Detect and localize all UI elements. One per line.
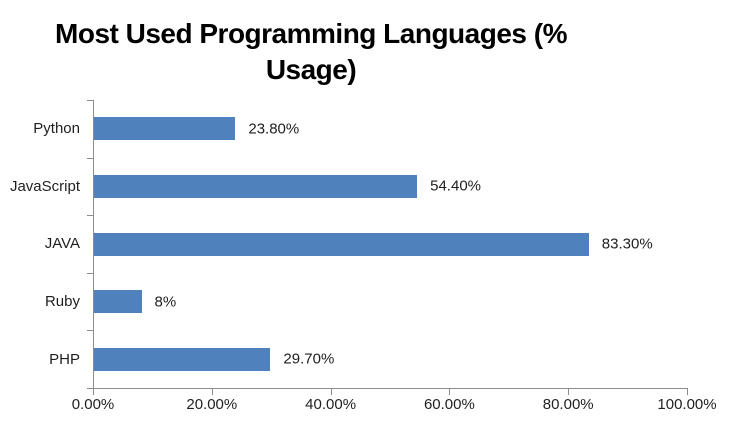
category-label-ruby: Ruby <box>44 293 80 311</box>
data-label-java: 83.30% <box>601 235 653 253</box>
value-axis-tick <box>211 389 213 395</box>
value-axis-tick <box>93 389 94 395</box>
value-axis-label: 100.00% <box>657 396 717 413</box>
value-axis-label: 80.00% <box>542 396 594 413</box>
chart-title-line-1: Most Used Programming Languages (% <box>55 18 567 49</box>
category-axis-tick <box>87 330 93 332</box>
value-axis-label: 20.00% <box>186 396 238 413</box>
category-axis-tick <box>87 388 93 389</box>
value-axis-tick <box>568 389 570 395</box>
data-label-ruby: 8% <box>154 293 177 311</box>
category-axis-tick <box>87 100 93 101</box>
value-axis-label: 40.00% <box>305 396 357 413</box>
category-label-php: PHP <box>49 350 80 368</box>
bar-ruby <box>94 290 142 314</box>
data-label-python: 23.80% <box>248 120 300 138</box>
bar-php <box>94 347 271 371</box>
value-axis-label: 60.00% <box>423 396 475 413</box>
chart-title-line-2: Usage) <box>265 54 357 85</box>
data-label-javascript: 54.40% <box>430 177 481 195</box>
category-axis-tick <box>87 272 93 274</box>
data-label-php: 29.70% <box>283 350 335 368</box>
chart-title: Most Used Programming Languages (% Usage… <box>0 16 622 88</box>
value-axis-tick <box>330 389 332 395</box>
bar-javascript <box>94 174 418 198</box>
category-axis-tick <box>87 215 93 217</box>
value-axis-tick <box>449 389 451 395</box>
bar-python <box>94 117 236 141</box>
category-label-java: JAVA <box>44 235 80 253</box>
bar-java <box>94 232 589 256</box>
category-axis-tick <box>87 157 93 159</box>
value-axis-tick <box>687 389 688 395</box>
category-label-javascript: JavaScript <box>9 177 80 195</box>
category-label-python: Python <box>33 120 80 138</box>
plot-area <box>93 100 688 389</box>
value-axis-label: 0.00% <box>71 396 115 413</box>
